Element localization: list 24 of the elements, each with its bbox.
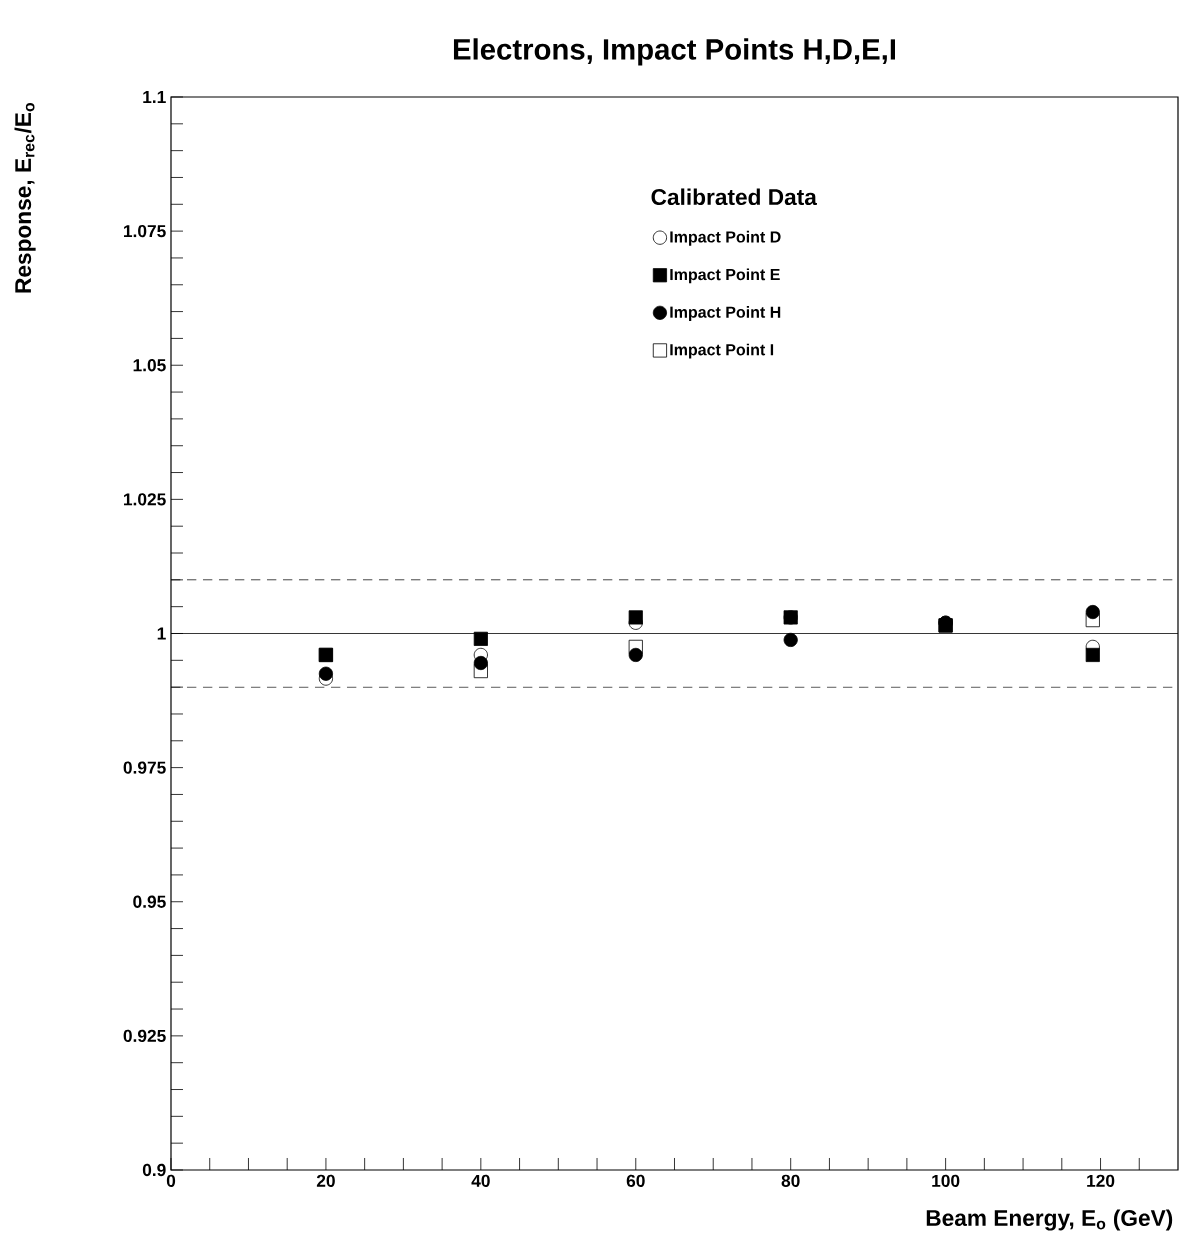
- y-tick-label: 1.075: [124, 224, 166, 238]
- y-tick-label: 1.05: [133, 359, 166, 372]
- x-tick-label: 100: [932, 1174, 960, 1187]
- legend-title: Calibrated Data: [651, 188, 817, 206]
- legend-label: Impact Point I: [670, 343, 774, 359]
- x-axis-title: Beam Energy, E$_{o}$ (GeV): [926, 1209, 1173, 1231]
- y-tick-label: 0.925: [123, 1029, 166, 1042]
- x-tick-label: 120: [1087, 1174, 1115, 1187]
- y-tick-label: 1: [157, 627, 166, 640]
- legend-label: Impact Point E: [670, 268, 780, 284]
- y-tick-label: 1.025: [124, 493, 166, 506]
- x-tick-label: 0: [166, 1174, 176, 1187]
- y-tick-label: 0.975: [123, 761, 166, 774]
- y-tick-label: 0.9: [142, 1163, 166, 1177]
- legend-label: Impact Point H: [670, 306, 781, 321]
- x-tick-label: 80: [781, 1174, 800, 1187]
- y-axis-title: Response, E$_{rec}$/E$_{o}$: [14, 102, 36, 293]
- y-tick-label: 0.95: [133, 895, 166, 908]
- x-tick-label: 40: [471, 1174, 490, 1187]
- x-tick-label: 20: [316, 1174, 335, 1187]
- legend-label: Impact Point D: [670, 230, 781, 246]
- x-tick-label: 60: [626, 1174, 645, 1187]
- chart-title: Electrons, Impact Points H,D,E,I: [453, 38, 896, 66]
- y-tick-label: 1.1: [143, 91, 166, 103]
